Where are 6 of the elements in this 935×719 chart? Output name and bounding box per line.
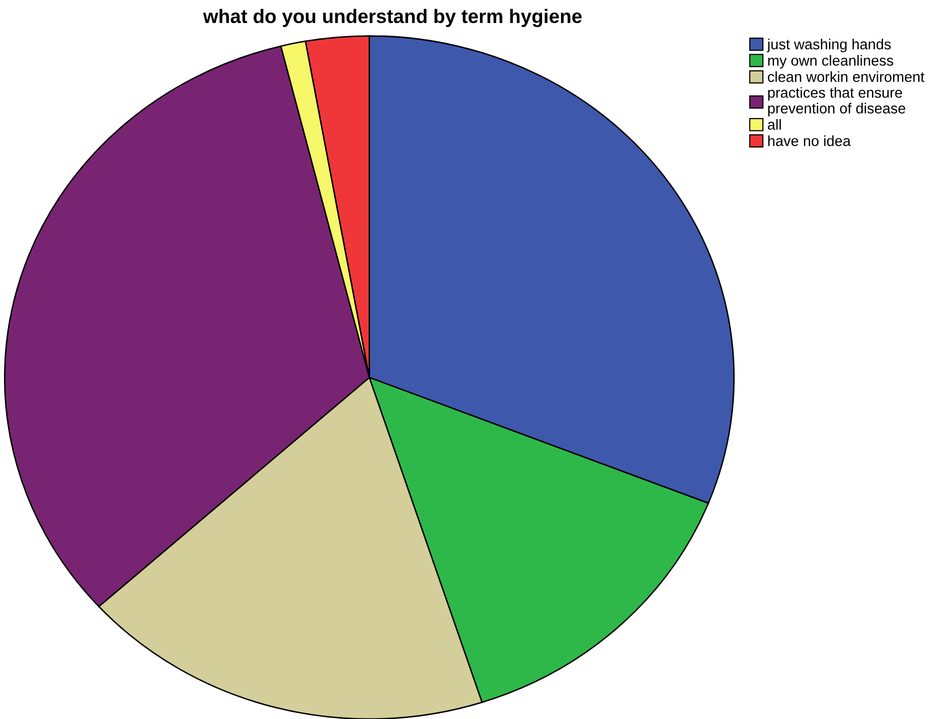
legend-label: just washing hands bbox=[766, 38, 891, 52]
legend-label: all bbox=[768, 119, 781, 130]
legend-label: clean workin enviroment bbox=[768, 71, 924, 82]
chart-title: what do you understand by term hygiene bbox=[203, 8, 582, 28]
legend-label: have no idea bbox=[768, 135, 851, 146]
legend-label: my own cleanliness bbox=[768, 55, 894, 69]
